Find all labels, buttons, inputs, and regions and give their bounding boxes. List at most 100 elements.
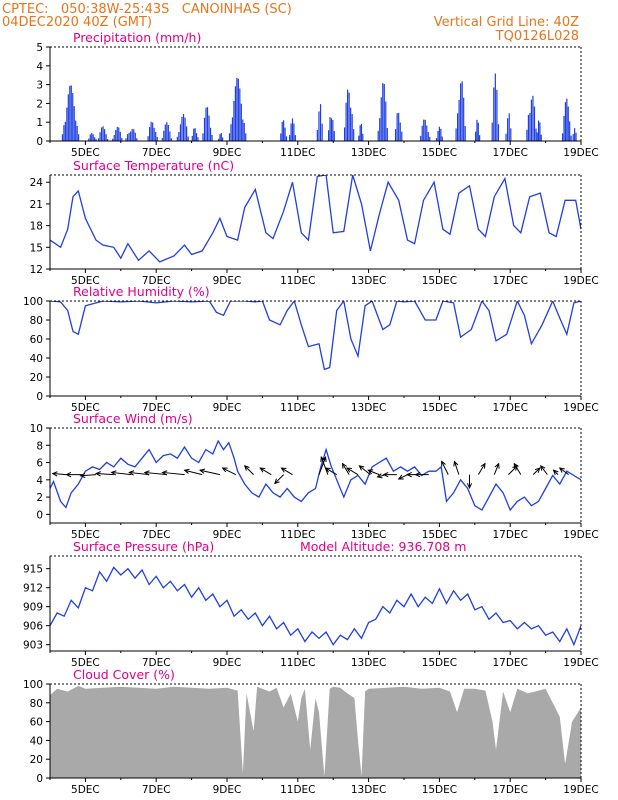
- temperature-title: Surface Temperature (nC): [73, 158, 234, 173]
- precipitation-bar: [166, 122, 168, 141]
- precipitation-bar: [126, 134, 129, 141]
- precipitation-bar: [237, 78, 239, 141]
- precipitation-bar: [575, 132, 577, 141]
- precipitation-bar: [89, 134, 91, 141]
- precipitation-bar: [187, 136, 189, 141]
- precipitation-bar: [435, 137, 438, 141]
- precipitation-bar: [211, 134, 213, 141]
- precipitation-bar: [291, 118, 294, 141]
- pressure-x-tick-label: 9DEC: [213, 657, 242, 669]
- precipitation-bar: [284, 127, 286, 141]
- precipitation-bar: [240, 103, 242, 141]
- precipitation-bar: [280, 133, 282, 141]
- precipitation-bar: [147, 136, 149, 141]
- precipitation-x-tick-label: 7DEC: [142, 147, 171, 159]
- humidity-x-tick-label: 17DEC: [492, 402, 527, 414]
- precipitation-bar: [420, 135, 422, 141]
- pressure-x-tick-label: 7DEC: [142, 657, 171, 669]
- temperature-y-tick-label: 15: [30, 242, 43, 254]
- precipitation-bar: [333, 131, 335, 141]
- precipitation-bar: [496, 89, 498, 141]
- precipitation-bar: [118, 127, 120, 141]
- precipitation-bar: [194, 128, 196, 141]
- temperature-y-tick-label: 12: [30, 264, 43, 276]
- precipitation-bar: [112, 138, 114, 141]
- wind-arrow: [453, 461, 460, 475]
- wind-arrow-head: [406, 472, 412, 478]
- precipitation-bar: [566, 98, 568, 141]
- precipitation-bar: [347, 89, 349, 141]
- precipitation-bar: [441, 136, 443, 141]
- wind-x-tick-label: 19DEC: [563, 529, 598, 541]
- humidity-x-tick-label: 13DEC: [351, 402, 386, 414]
- precipitation-bar: [440, 128, 442, 141]
- wind-arrow: [540, 465, 548, 475]
- header-location: CPTEC: 050:38W-25:43S CANOINHAS (SC): [2, 2, 292, 17]
- precipitation-bar: [133, 129, 135, 141]
- precipitation-bar: [222, 137, 224, 141]
- wind-y-tick-label: 4: [36, 475, 43, 487]
- precipitation-bar: [464, 126, 466, 141]
- precipitation-bar: [427, 132, 429, 141]
- precipitation-bar: [529, 112, 531, 141]
- precipitation-bar: [438, 126, 440, 141]
- wind-arrow-head: [51, 471, 58, 477]
- wind-arrow-head: [243, 465, 250, 471]
- precipitation-bar: [164, 124, 166, 141]
- wind-arrow-head: [382, 472, 389, 478]
- precipitation-bar: [526, 129, 528, 141]
- wind-arrow-head: [513, 462, 519, 469]
- wind-arrow: [200, 469, 221, 476]
- pressure-x-tick-label: 5DEC: [71, 657, 100, 669]
- precipitation-panel: Precipitation (mm/h) 5DEC 7DEC 9DEC 11DEC 13D…: [36, 30, 598, 159]
- wind-panel: Surface Wind (m/s) 5DEC 7DEC 9DEC 11DEC 13DEC…: [30, 411, 599, 541]
- wind-title: Surface Wind (m/s): [73, 411, 193, 426]
- precipitation-bar: [533, 106, 536, 141]
- precipitation-bar: [385, 101, 387, 141]
- wind-arrow-head: [480, 462, 486, 469]
- pressure-x-tick-label: 17DEC: [492, 657, 527, 669]
- wind-arrow-head: [198, 468, 206, 474]
- wind-arrow-head: [466, 483, 473, 489]
- precipitation-bar: [72, 93, 74, 141]
- precipitation-bar: [351, 114, 353, 141]
- precipitation-bar: [73, 106, 75, 141]
- precipitation-bar: [197, 137, 199, 141]
- precipitation-bar: [290, 123, 292, 141]
- humidity-series-group: [50, 301, 581, 371]
- wind-y-tick-label: 2: [36, 492, 43, 504]
- precipitation-bar: [283, 120, 285, 141]
- precipitation-bar: [536, 132, 538, 141]
- precipitation-bar: [510, 128, 512, 141]
- precipitation-bar: [318, 111, 320, 141]
- precipitation-bar: [294, 135, 296, 141]
- pressure-series-group: [50, 566, 581, 647]
- temperature-y-tick-label: 24: [30, 177, 44, 189]
- precipitation-bar: [184, 117, 186, 141]
- precipitation-bar: [179, 124, 182, 141]
- precipitation-x-tick-label: 13DEC: [351, 147, 386, 159]
- precipitation-bar: [131, 128, 133, 141]
- precipitation-bar: [231, 117, 234, 141]
- cloud-cover-series-group: [50, 685, 581, 778]
- cloud-cover-y-tick-label: 80: [30, 698, 43, 710]
- precipitation-bar: [563, 115, 565, 141]
- precipitation-bar: [386, 128, 388, 141]
- humidity-title: Relative Humidity (%): [73, 284, 210, 299]
- temperature-x-tick-label: 13DEC: [351, 275, 386, 287]
- precipitation-bar: [181, 116, 183, 141]
- precipitation-bar: [219, 134, 221, 141]
- wind-x-tick-label: 15DEC: [422, 529, 457, 541]
- precipitation-bar: [134, 132, 136, 141]
- cloud-cover-panel: Cloud Cover (%) 5DEC 7DEC 9DEC 11DEC 13DEC 15D…: [23, 667, 599, 796]
- header: CPTEC: 050:38W-25:43S CANOINHAS (SC) 04D…: [2, 2, 579, 44]
- precipitation-bar: [208, 115, 210, 141]
- wind-arrow-head: [79, 472, 86, 479]
- precipitation-bar: [191, 135, 193, 141]
- wind-arrow: [346, 467, 359, 476]
- cloud-cover-x-tick-label: 15DEC: [422, 784, 457, 796]
- wind-arrow-head: [280, 467, 287, 473]
- wind-arrow: [80, 474, 97, 477]
- pressure-y-tick-label: 906: [23, 621, 43, 633]
- wind-arrow-head: [128, 470, 135, 476]
